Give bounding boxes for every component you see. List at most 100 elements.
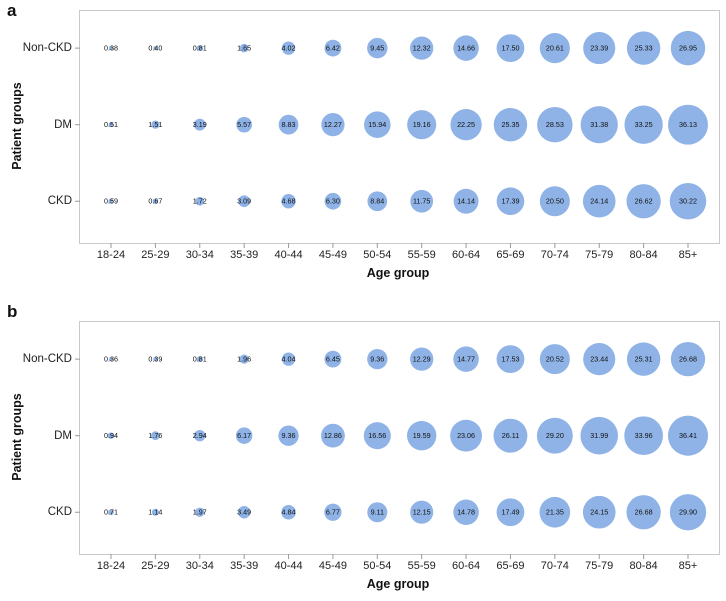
bubble-value-label: 6.30 xyxy=(326,197,340,206)
bubble xyxy=(363,422,391,450)
bubble xyxy=(278,425,299,446)
bubble xyxy=(583,343,616,376)
bubble xyxy=(582,495,616,529)
bubble-value-label: 21.35 xyxy=(546,508,564,517)
bubble-value-label: 0.59 xyxy=(104,197,118,206)
bubble xyxy=(235,427,253,444)
bubble-value-label: 12.29 xyxy=(413,355,431,364)
bubble-value-label: 5.57 xyxy=(237,120,251,129)
bubble xyxy=(239,43,249,53)
bubble-value-label: 36.41 xyxy=(679,431,697,440)
bubble xyxy=(367,348,388,370)
bubble-value-label: 17.53 xyxy=(501,355,519,364)
y-tick-label: CKD xyxy=(47,195,72,208)
bubble-value-label: 0.38 xyxy=(104,44,118,53)
bubble-value-label: 29.90 xyxy=(679,508,697,517)
bubble xyxy=(324,192,342,210)
bubble xyxy=(496,498,525,527)
x-tick-label: 35-39 xyxy=(230,560,259,572)
bubble xyxy=(539,33,570,64)
bubble-value-label: 9.45 xyxy=(370,44,384,53)
bubble-value-label: 19.16 xyxy=(413,120,431,129)
bubble xyxy=(153,357,158,362)
x-tick-label: 25-29 xyxy=(141,249,170,261)
bubble-value-label: 28.53 xyxy=(546,120,564,129)
x-tick-label: 40-44 xyxy=(274,249,303,261)
bubble xyxy=(496,187,525,216)
bubble-value-label: 17.50 xyxy=(501,44,519,53)
bubble-value-label: 26.62 xyxy=(635,197,653,206)
bubble-value-label: 0.81 xyxy=(193,355,207,364)
bubble-value-label: 17.39 xyxy=(501,197,519,206)
bubble xyxy=(670,341,706,377)
bubble xyxy=(281,504,296,520)
bubble-value-label: 24.15 xyxy=(590,508,608,517)
bubble-value-label: 4.84 xyxy=(282,508,296,517)
bubble xyxy=(453,499,479,525)
bubble-value-label: 9.11 xyxy=(371,508,384,517)
bubble-value-label: 4.02 xyxy=(282,44,296,53)
bubble xyxy=(281,194,296,209)
bubble-value-label: 1.97 xyxy=(193,508,207,517)
x-tick-label: 45-49 xyxy=(318,560,347,572)
x-tick-label: 70-74 xyxy=(540,249,569,261)
bubble xyxy=(450,419,483,452)
x-tick-label: 18-24 xyxy=(96,560,126,572)
plot-area: 0.36 0.39 0.81 1.96 4.04 6.45 9.36 12.29 14.77 17… xyxy=(75,321,720,559)
bubble-value-label: 14.77 xyxy=(457,355,475,364)
x-tick-label: 50-54 xyxy=(363,249,392,261)
bubble xyxy=(453,35,479,61)
bubble-value-label: 19.59 xyxy=(413,431,431,440)
x-tick-label: 30-34 xyxy=(185,249,214,261)
bubble-value-label: 25.33 xyxy=(635,44,653,53)
bubble-value-label: 14.14 xyxy=(457,197,475,206)
x-axis-title: Age group xyxy=(366,577,430,591)
bubble-value-label: 0.36 xyxy=(104,355,118,364)
x-tick-label: 60-64 xyxy=(451,560,481,572)
bubble xyxy=(278,114,299,135)
bubble xyxy=(670,30,706,66)
bubble xyxy=(324,350,342,368)
x-tick-label: 70-74 xyxy=(540,560,569,572)
bubble-value-label: 3.09 xyxy=(237,197,251,206)
x-tick-label: 25-29 xyxy=(141,560,170,572)
bubble xyxy=(410,36,434,60)
bubble-value-label: 8.83 xyxy=(282,120,296,129)
bubble-value-label: 12.15 xyxy=(413,508,431,517)
bubble xyxy=(453,188,479,214)
x-tick-label: 80-84 xyxy=(629,249,658,261)
bubble xyxy=(537,106,573,143)
x-tick-label: 50-54 xyxy=(363,560,392,572)
bubble xyxy=(583,32,616,65)
bubble xyxy=(626,342,661,376)
bubble-value-label: 26.11 xyxy=(502,431,519,440)
bubble xyxy=(624,416,663,456)
bubble xyxy=(580,416,619,455)
bubble xyxy=(669,182,707,220)
x-tick-label: 60-64 xyxy=(451,249,481,261)
bubble-value-label: 6.45 xyxy=(326,355,340,364)
bubble xyxy=(108,509,114,516)
bubble xyxy=(324,503,342,521)
bubble xyxy=(321,113,345,137)
bubble xyxy=(151,120,160,129)
bubble-value-label: 1.51 xyxy=(148,120,162,129)
bubble-value-label: 1.96 xyxy=(237,355,251,364)
bubble xyxy=(108,46,114,51)
bubble xyxy=(367,502,388,523)
bubble xyxy=(410,347,434,371)
bubble-value-label: 20.50 xyxy=(546,197,564,206)
bubble-value-label: 23.39 xyxy=(590,44,608,53)
bubble xyxy=(152,198,159,204)
bubble xyxy=(239,354,249,364)
bubble xyxy=(539,186,570,217)
x-tick-label: 55-59 xyxy=(407,560,436,572)
bubble-value-label: 8.84 xyxy=(370,197,384,206)
bubble xyxy=(493,418,528,453)
bubble-value-label: 24.14 xyxy=(590,197,608,206)
bubble-value-label: 1.72 xyxy=(193,197,207,206)
bubble-value-label: 1.65 xyxy=(237,44,251,53)
bubble xyxy=(153,46,158,51)
bubble xyxy=(238,195,250,208)
bubble xyxy=(281,352,296,366)
